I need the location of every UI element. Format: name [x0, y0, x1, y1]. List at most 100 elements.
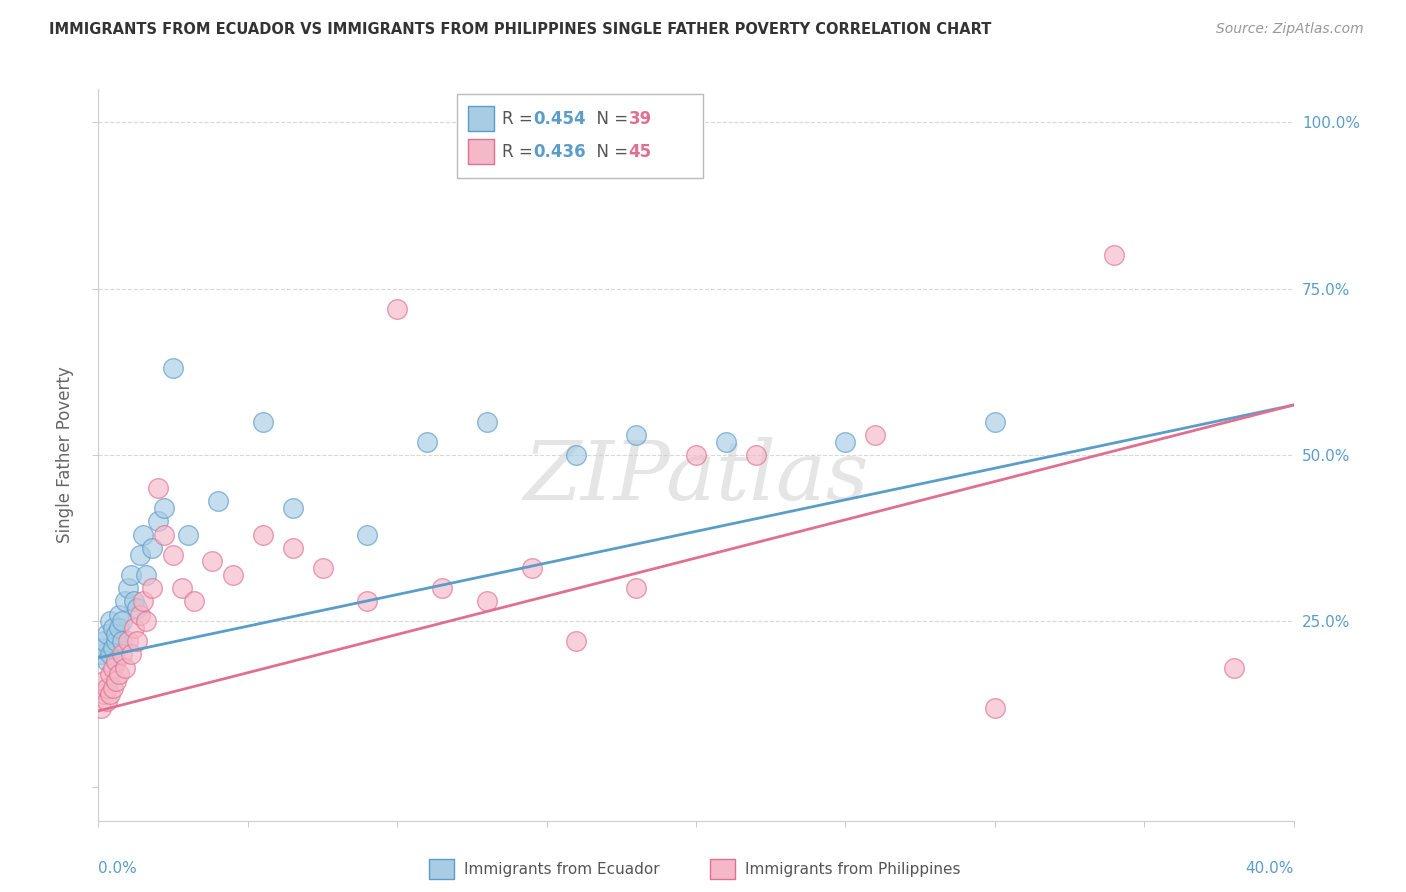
Point [1223, 661, 1246, 675]
Point [714, 434, 737, 449]
Point [105, 634, 128, 648]
Point [565, 448, 588, 462]
Point [93, 634, 115, 648]
Point [311, 561, 333, 575]
Point [98, 614, 122, 628]
Point [124, 594, 146, 608]
Point [96, 681, 118, 695]
Point [108, 667, 131, 681]
Point [135, 567, 157, 582]
Text: N =: N = [586, 110, 634, 128]
Point [148, 481, 170, 495]
Point [117, 634, 139, 648]
Point [162, 548, 184, 562]
Point [148, 515, 170, 529]
Point [416, 434, 439, 449]
Point [111, 648, 134, 662]
Point [103, 621, 125, 635]
Y-axis label: Single Father Poverty: Single Father Poverty [56, 367, 75, 543]
Point [141, 581, 163, 595]
Point [141, 541, 163, 555]
Point [984, 700, 1007, 714]
Point [127, 600, 149, 615]
Point [120, 648, 142, 662]
Point [98, 648, 122, 662]
Point [114, 661, 136, 675]
Point [834, 434, 856, 449]
Text: 40.0%: 40.0% [1246, 861, 1294, 876]
Point [117, 581, 139, 595]
Point [111, 634, 134, 648]
Text: 0.454: 0.454 [533, 110, 585, 128]
Point [132, 527, 155, 541]
Text: 45: 45 [628, 143, 651, 161]
Point [105, 673, 128, 688]
Point [356, 527, 378, 541]
Point [626, 428, 648, 442]
Point [103, 681, 125, 695]
Point [129, 607, 152, 622]
Point [93, 673, 115, 688]
Point [222, 567, 245, 582]
Point [111, 614, 134, 628]
Point [120, 567, 142, 582]
Point [565, 634, 588, 648]
Point [153, 527, 176, 541]
Point [162, 361, 184, 376]
Point [430, 581, 453, 595]
Point [984, 415, 1007, 429]
Point [114, 594, 136, 608]
Point [98, 667, 122, 681]
Point [475, 415, 498, 429]
Point [252, 415, 274, 429]
Point [127, 634, 149, 648]
Point [745, 448, 768, 462]
Point [475, 594, 498, 608]
Text: ZIPatlas: ZIPatlas [523, 437, 869, 516]
Point [96, 654, 118, 668]
Text: R =: R = [502, 143, 538, 161]
Point [252, 527, 274, 541]
Point [124, 621, 146, 635]
Point [153, 501, 176, 516]
Point [385, 301, 409, 316]
Point [356, 594, 378, 608]
Point [93, 687, 115, 701]
Point [90, 700, 112, 714]
Point [105, 654, 128, 668]
Text: 39: 39 [628, 110, 652, 128]
Point [103, 640, 125, 655]
Point [172, 581, 194, 595]
Point [105, 627, 128, 641]
Text: Immigrants from Ecuador: Immigrants from Ecuador [464, 863, 659, 877]
Point [108, 607, 131, 622]
Text: N =: N = [586, 143, 634, 161]
Point [520, 561, 543, 575]
Point [108, 621, 131, 635]
Point [183, 594, 205, 608]
Text: R =: R = [502, 110, 538, 128]
Point [201, 554, 224, 568]
Text: Source: ZipAtlas.com: Source: ZipAtlas.com [1216, 22, 1364, 37]
Text: Immigrants from Philippines: Immigrants from Philippines [745, 863, 960, 877]
Point [103, 661, 125, 675]
Point [135, 614, 157, 628]
Point [96, 694, 118, 708]
Point [177, 527, 200, 541]
Point [685, 448, 707, 462]
Point [865, 428, 887, 442]
Point [207, 494, 229, 508]
Text: 0.0%: 0.0% [98, 861, 138, 876]
Point [90, 648, 112, 662]
Point [281, 541, 304, 555]
Point [98, 687, 122, 701]
Point [626, 581, 648, 595]
Point [132, 594, 155, 608]
Point [129, 548, 152, 562]
Point [281, 501, 304, 516]
Point [1104, 248, 1126, 262]
Point [93, 640, 115, 655]
Text: IMMIGRANTS FROM ECUADOR VS IMMIGRANTS FROM PHILIPPINES SINGLE FATHER POVERTY COR: IMMIGRANTS FROM ECUADOR VS IMMIGRANTS FR… [49, 22, 991, 37]
Point [96, 627, 118, 641]
Text: 0.436: 0.436 [533, 143, 585, 161]
